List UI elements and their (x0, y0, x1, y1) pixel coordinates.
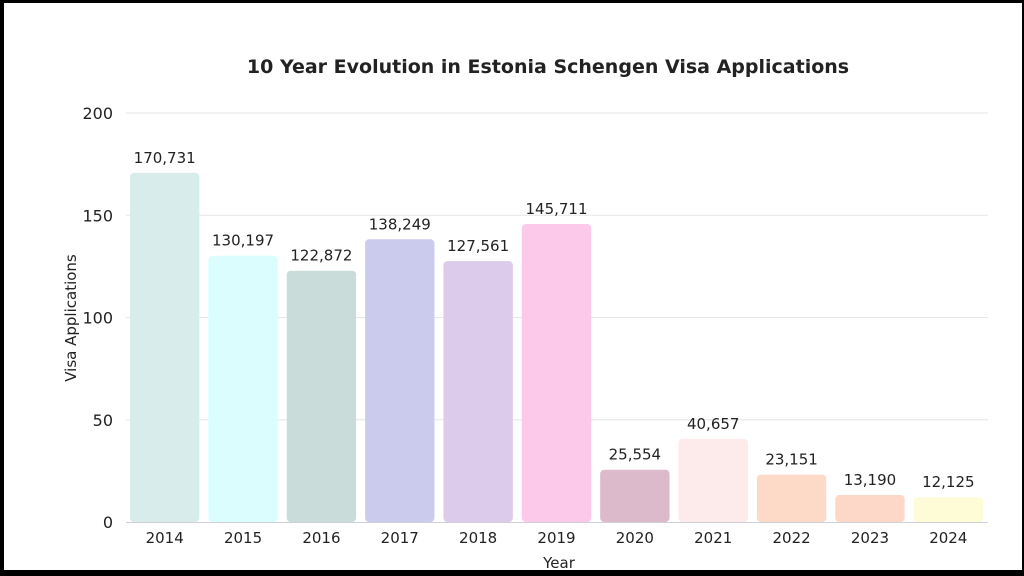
bar-2024 (913, 497, 983, 522)
x-tick-label: 2018 (459, 529, 497, 547)
y-tick-label: 100 (82, 309, 113, 328)
bar-2016 (286, 270, 357, 522)
data-label: 130,197 (212, 232, 274, 250)
y-tick-label: 150 (82, 206, 113, 225)
x-tick-label: 2024 (929, 529, 967, 547)
bar-2014 (130, 172, 200, 522)
bar-2018 (443, 261, 513, 522)
data-label: 122,872 (290, 247, 352, 265)
chart-canvas: 10 Year Evolution in Estonia Schengen Vi… (4, 3, 1022, 570)
x-tick-label: 2019 (537, 529, 575, 547)
data-label: 40,657 (687, 415, 740, 433)
data-label: 12,125 (922, 473, 975, 491)
data-label: 13,190 (844, 471, 897, 489)
x-tick-label: 2016 (302, 529, 340, 547)
chart-title: 10 Year Evolution in Estonia Schengen Vi… (247, 56, 849, 78)
x-tick-label: 2014 (146, 529, 184, 547)
bar-2017 (365, 239, 435, 522)
x-axis-label: Year (542, 554, 576, 570)
y-tick-label: 0 (103, 513, 113, 532)
data-label: 127,561 (447, 237, 509, 255)
bar-chart: 10 Year Evolution in Estonia Schengen Vi… (62, 56, 988, 570)
data-label: 138,249 (369, 215, 431, 233)
bar-2021 (678, 438, 748, 522)
bar-2019 (521, 224, 592, 523)
data-label: 25,554 (609, 446, 662, 464)
y-tick-label: 50 (93, 411, 113, 430)
y-axis-label: Visa Applications (62, 254, 80, 382)
data-label: 23,151 (765, 451, 818, 469)
bar-2015 (208, 255, 278, 522)
data-label: 170,731 (134, 149, 196, 167)
x-tick-label: 2017 (381, 529, 419, 547)
bar-2022 (756, 474, 827, 522)
x-tick-label: 2023 (851, 529, 889, 547)
x-tick-label: 2021 (694, 529, 732, 547)
x-tick-label: 2020 (616, 529, 654, 547)
x-tick-label: 2015 (224, 529, 262, 547)
x-tick-label: 2022 (772, 529, 810, 547)
y-tick-label: 200 (82, 104, 113, 123)
bar-2023 (835, 495, 905, 522)
data-label: 145,711 (525, 200, 587, 218)
bar-2020 (600, 469, 670, 522)
